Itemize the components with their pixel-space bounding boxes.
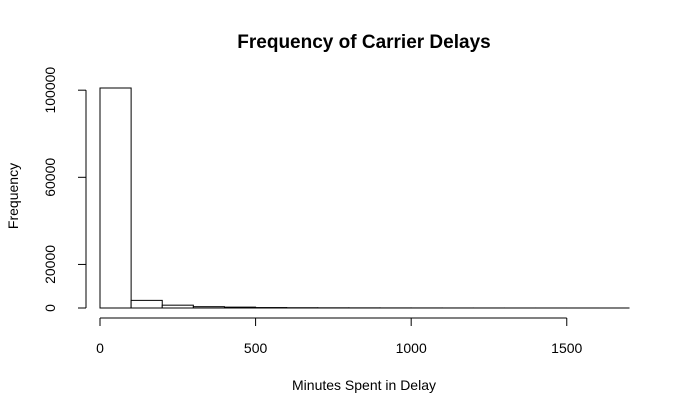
histogram-bar xyxy=(99,87,132,309)
x-axis: 0 500 1000 1500 xyxy=(96,317,583,356)
histogram-bars xyxy=(99,87,630,309)
y-axis-label: Frequency xyxy=(5,163,21,229)
histogram-bar xyxy=(223,306,257,309)
histogram-bar xyxy=(130,299,163,309)
x-tick-label: 1500 xyxy=(551,340,582,356)
x-tick-label: 0 xyxy=(96,340,104,356)
histogram-bar xyxy=(192,306,225,309)
y-tick-label: 60000 xyxy=(42,158,58,197)
x-axis-label: Minutes Spent in Delay xyxy=(292,377,436,393)
x-tick-label: 500 xyxy=(244,340,268,356)
histogram-bar xyxy=(161,304,194,309)
y-tick-label: 0 xyxy=(42,304,58,312)
y-tick-label: 20000 xyxy=(42,245,58,284)
chart-title: Frequency of Carrier Delays xyxy=(237,32,490,53)
x-tick-label: 1000 xyxy=(396,340,427,356)
y-axis: 0 20000 60000 100000 xyxy=(42,67,87,312)
y-tick-label: 100000 xyxy=(42,67,58,114)
